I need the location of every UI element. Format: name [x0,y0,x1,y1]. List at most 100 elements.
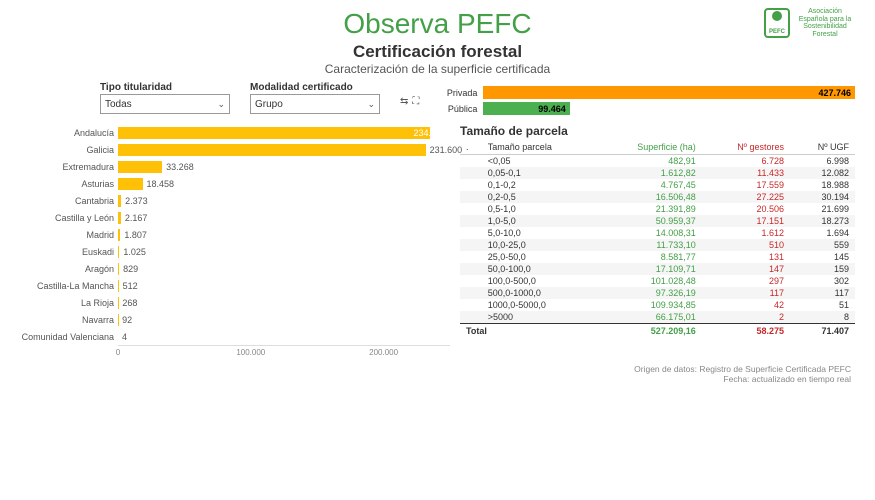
region-bar-row: Navarra92 [20,311,450,328]
cell-superficie: 4.767,45 [596,179,702,191]
cell-total-ugf: 71.407 [790,324,855,338]
cell-ugf: 30.194 [790,191,855,203]
footer: Origen de datos: Registro de Superficie … [0,361,875,384]
region-bar-label: Extremadura [20,162,118,172]
cell-superficie: 109.934,85 [596,299,702,311]
ownership-bar-row: Pública 99.464 [439,102,855,115]
table-header[interactable]: Tamaño parcela [482,140,596,155]
cell-superficie: 50.959,37 [596,215,702,227]
region-bar-track: 829 [118,263,450,275]
page-title: Observa PEFC [0,8,875,40]
filter-tipo-dropdown[interactable]: Todas ⌄ [100,94,230,114]
table-header[interactable]: Nº UGF [790,140,855,155]
cell-superficie: 14.008,31 [596,227,702,239]
region-bar-value: 1.807 [124,230,147,240]
table-header[interactable]: Superficie (ha) [596,140,702,155]
ownership-bar-track: 427.746 [483,86,855,99]
region-bar-track: 1.807 [118,229,450,241]
parcel-table[interactable]: .Tamaño parcelaSuperficie (ha)Nº gestore… [460,140,855,337]
cell-range: 5,0-10,0 [482,227,596,239]
cell-superficie: 11.733,10 [596,239,702,251]
region-bar-fill [118,161,162,173]
cell-range: >5000 [482,311,596,324]
table-row: 500,0-1000,097.326,19117117 [460,287,855,299]
table-row: 25,0-50,08.581,77131145 [460,251,855,263]
table-row: 100,0-500,0101.028,48297302 [460,275,855,287]
cell-ugf: 51 [790,299,855,311]
cell-ugf: 21.699 [790,203,855,215]
cell-superficie: 8.581,77 [596,251,702,263]
cell-superficie: 21.391,89 [596,203,702,215]
table-row: 0,1-0,24.767,4517.55918.988 [460,179,855,191]
cell-gestores: 17.151 [702,215,790,227]
filter-modalidad-dropdown[interactable]: Grupo ⌄ [250,94,380,114]
table-row: >500066.175,0128 [460,311,855,324]
cell-gestores: 297 [702,275,790,287]
ownership-bar-value: 427.746 [818,88,851,98]
region-bar-fill [118,178,143,190]
ownership-bar-label: Pública [439,104,477,114]
cell-range: 25,0-50,0 [482,251,596,263]
cell-range: <0,05 [482,155,596,168]
region-bar-value: 268 [122,298,137,308]
chevron-down-icon: ⌄ [367,99,375,110]
filter-tipo: Tipo titularidad Todas ⌄ [100,82,230,114]
cell-gestores: 20.506 [702,203,790,215]
cell-gestores: 42 [702,299,790,311]
cell-gestores: 1.612 [702,227,790,239]
parcel-table-container: Tamaño de parcela .Tamaño parcelaSuperfi… [460,124,855,361]
ownership-bar-track: 99.464 [483,102,855,115]
ownership-bar-fill: 427.746 [483,86,855,99]
cell-gestores: 6.728 [702,155,790,168]
region-bar-row: Castilla-La Mancha512 [20,277,450,294]
table-header[interactable]: Nº gestores [702,140,790,155]
ownership-chart: Privada 427.746 Pública 99.464 [439,82,855,118]
cell-range: 0,2-0,5 [482,191,596,203]
cell-range: 0,05-0,1 [482,167,596,179]
cell-gestores: 2 [702,311,790,324]
chevron-down-icon: ⌄ [217,99,225,110]
header: Observa PEFC Certificación forestal Cara… [0,0,875,78]
region-bar-fill [118,195,121,207]
ownership-bar-label: Privada [439,88,477,98]
region-bar-label: Madrid [20,230,118,240]
region-bar-row: Asturias18.458 [20,175,450,192]
region-bar-row: Euskadi1.025 [20,243,450,260]
region-bar-row: Castilla y León2.167 [20,209,450,226]
region-bar-value: 231.600 [430,145,463,155]
region-bar-row: Madrid 1.807 [20,226,450,243]
cell-ugf: 302 [790,275,855,287]
cell-gestores: 17.559 [702,179,790,191]
filter-modalidad: Modalidad certificado Grupo ⌄ [250,82,380,114]
focus-mode-icon[interactable]: ⛶ [412,96,419,107]
region-bar-fill [118,127,430,139]
filter-modalidad-value: Grupo [255,99,283,110]
filter-icon[interactable]: ⇆ [400,96,408,107]
table-header[interactable]: . [460,140,482,155]
footer-line-1: Origen de datos: Registro de Superficie … [0,364,851,374]
region-bar-label: Navarra [20,315,118,325]
region-bar-track: 2.373 [118,195,450,207]
cell-ugf: 12.082 [790,167,855,179]
region-bar-track: 18.458 [118,178,450,190]
cell-total-label: Total [460,324,596,338]
region-bar-track: 92 [118,314,450,326]
region-bar-track: 33.268 [118,161,450,173]
axis-tick: 100.000 [236,348,265,357]
region-bar-fill [118,144,426,156]
region-bar-fill [118,246,119,258]
region-bar-track: 1.025 [118,246,450,258]
table-row: 10,0-25,011.733,10510559 [460,239,855,251]
parcel-table-title: Tamaño de parcela [460,124,855,138]
region-bar-label: Comunidad Valenciana [20,332,118,342]
region-bar-row: Galicia231.600 [20,141,450,158]
region-bar-chart[interactable]: Andalucía234.805Galicia231.600Extremadur… [20,124,450,361]
region-bar-value: 512 [123,281,138,291]
region-bar-value: 1.025 [123,247,146,257]
region-bar-fill [118,212,121,224]
cell-gestores: 147 [702,263,790,275]
table-row: 1,0-5,050.959,3717.15118.273 [460,215,855,227]
cell-superficie: 16.506,48 [596,191,702,203]
cell-range: 1000,0-5000,0 [482,299,596,311]
filter-tipo-value: Todas [105,99,132,110]
